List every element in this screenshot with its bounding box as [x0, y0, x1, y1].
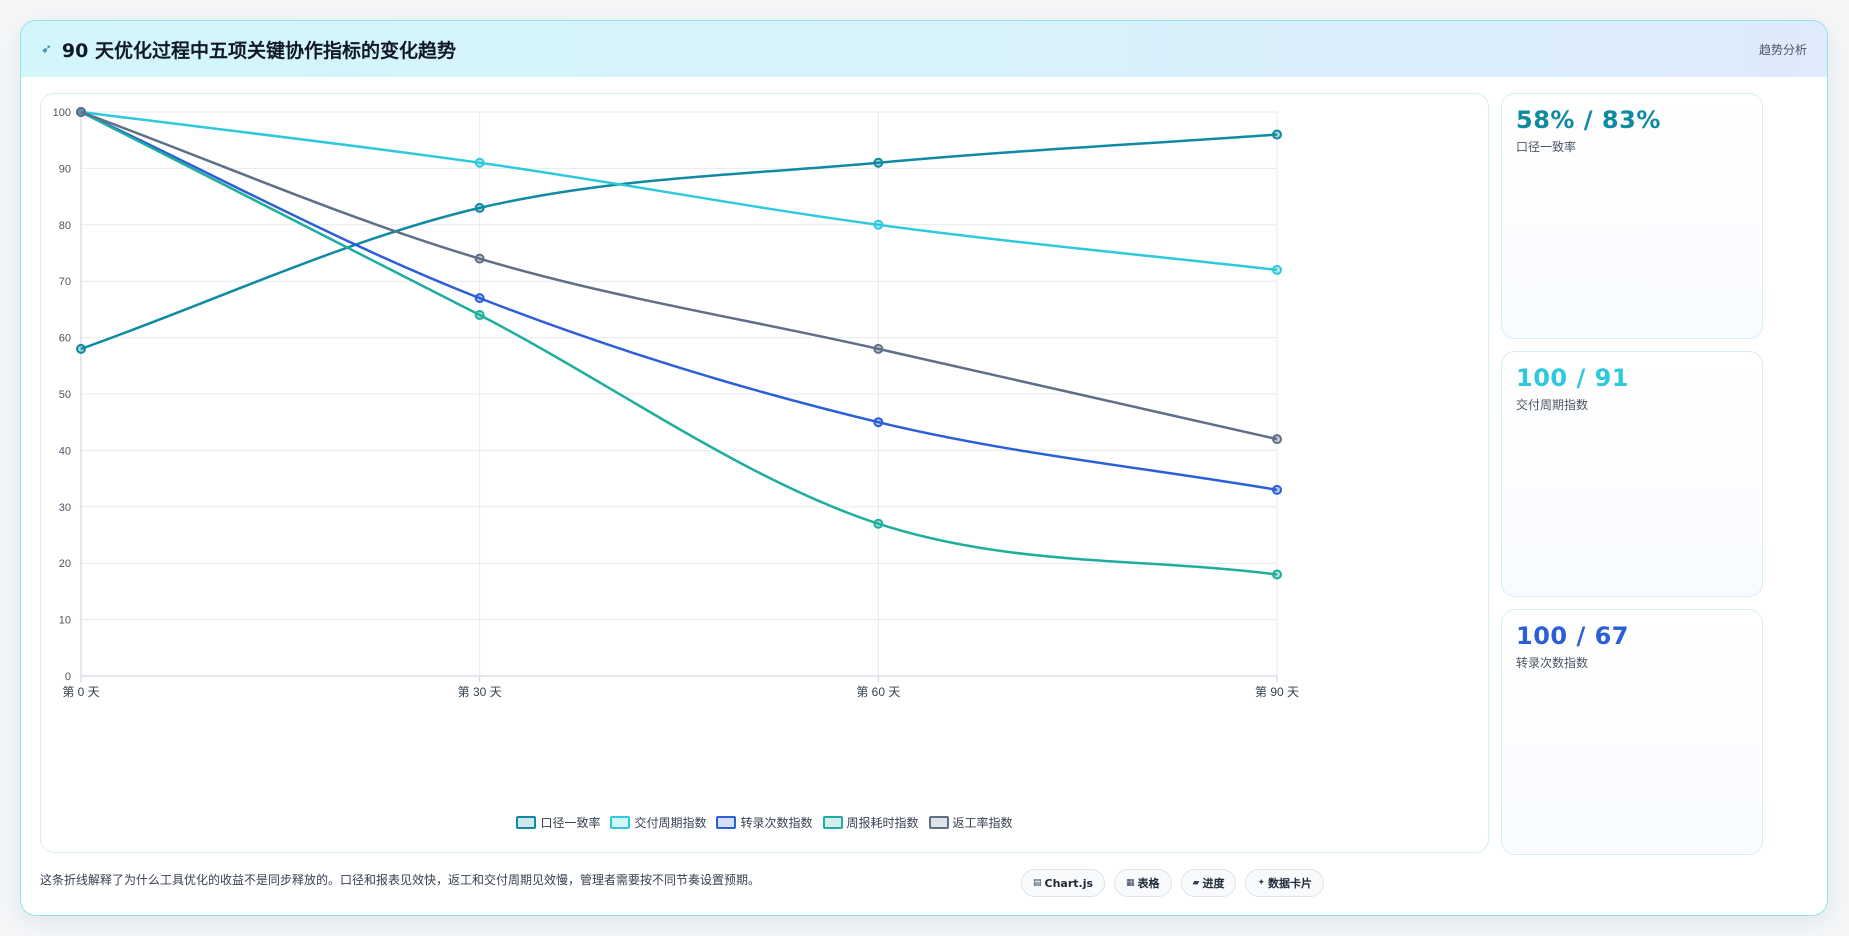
legend-label: 交付周期指数 — [634, 816, 707, 830]
stat-label: 交付周期指数 — [1516, 398, 1589, 412]
legend-swatch — [716, 816, 737, 829]
y-tick-label: 70 — [59, 276, 71, 288]
y-tick-label: 20 — [59, 558, 71, 570]
x-tick-label: 第 30 天 — [458, 685, 502, 699]
stat-label: 口径一致率 — [1516, 140, 1577, 154]
data-point — [1272, 569, 1282, 580]
data-point — [873, 518, 884, 529]
y-tick-label: 80 — [59, 220, 71, 232]
tech-chips: ▤ Chart.js ▦ 表格 ▰ 进度 ✦ 数据卡片 — [1021, 869, 1325, 897]
chart-panel: 0 10 20 30 40 50 60 70 80 90 100 第 0 天 第 30 天 第 60 天 第… — [40, 93, 1489, 853]
x-tick-label: 第 90 天 — [1255, 685, 1299, 699]
series-line-2 — [80, 110, 1278, 492]
y-tick-label: 0 — [65, 671, 71, 683]
chip-label: 表格 — [1137, 877, 1160, 890]
y-tick-label: 10 — [59, 615, 71, 627]
line-chart: 0 10 20 30 40 50 60 70 80 90 100 第 0 天 第 30 天 第 60 天 第… — [53, 107, 1299, 699]
chip-progress[interactable]: ▰ 进度 — [1180, 869, 1237, 897]
data-point — [474, 253, 485, 264]
dashboard-card: ➶ 90 天优化过程中五项关键协作指标的变化趋势 趋势分析 0 10 20 30 40 5… — [20, 20, 1828, 916]
series-line-4 — [80, 110, 1278, 441]
y-tick-label: 100 — [53, 107, 71, 119]
series-line-1 — [80, 110, 1278, 272]
series-line-3 — [80, 110, 1278, 576]
chip-chartjs[interactable]: ▤ Chart.js — [1021, 869, 1106, 897]
footer-note: 这条折线解释了为什么工具优化的收益不是同步释放的。口径和报表见效快，返工和交付周… — [40, 873, 761, 887]
data-point — [1272, 484, 1282, 495]
data-point — [1272, 129, 1282, 140]
data-point — [474, 310, 485, 321]
legend-item[interactable]: 周报耗时指数 — [822, 814, 919, 831]
chip-label: 进度 — [1202, 877, 1225, 890]
card-header: ➶ 90 天优化过程中五项关键协作指标的变化趋势 趋势分析 — [21, 21, 1827, 77]
legend-label: 周报耗时指数 — [846, 816, 919, 830]
stat-label: 转录次数指数 — [1516, 656, 1589, 670]
leaf-icon: ➶ — [41, 41, 52, 57]
data-point — [474, 293, 485, 304]
data-point — [76, 107, 86, 117]
chip-table[interactable]: ▦ 表格 — [1114, 869, 1172, 897]
data-point — [873, 219, 884, 230]
card-icon: ✦ — [1257, 878, 1266, 888]
chart-legend: 口径一致率 交付周期指数 转录次数指数 周报耗时指数 返工率指数 — [41, 814, 1488, 831]
legend-label: 转录次数指数 — [740, 816, 813, 830]
stat-card-consistency: 58% / 83% 口径一致率 — [1501, 93, 1763, 339]
data-point — [1272, 434, 1282, 445]
data-point — [474, 202, 485, 213]
stat-card-transcription: 100 / 67 转录次数指数 — [1501, 609, 1763, 855]
legend-item[interactable]: 返工率指数 — [928, 814, 1013, 831]
data-point — [76, 343, 86, 354]
x-tick-label: 第 60 天 — [856, 685, 900, 699]
y-tick-label: 90 — [59, 163, 71, 175]
data-point — [873, 157, 884, 168]
analysis-tag: 趋势分析 — [1758, 42, 1807, 57]
x-tick-label: 第 0 天 — [62, 685, 99, 699]
data-point — [474, 157, 485, 168]
progress-icon: ▰ — [1192, 878, 1200, 888]
y-tick-label: 60 — [59, 333, 71, 345]
legend-swatch — [928, 816, 949, 829]
chip-label: Chart.js — [1044, 876, 1094, 890]
legend-swatch — [822, 816, 843, 829]
data-point — [1272, 264, 1282, 275]
page-title: 90 天优化过程中五项关键协作指标的变化趋势 — [61, 39, 456, 62]
chip-data-card[interactable]: ✦ 数据卡片 — [1245, 869, 1325, 897]
stat-value: 58% / 83% — [1516, 106, 1661, 134]
stat-card-delivery: 100 / 91 交付周期指数 — [1501, 351, 1763, 597]
y-tick-label: 50 — [59, 389, 71, 401]
legend-label: 返工率指数 — [952, 816, 1013, 830]
y-tick-label: 30 — [59, 502, 71, 514]
legend-item[interactable]: 交付周期指数 — [610, 814, 706, 831]
legend-label: 口径一致率 — [540, 816, 601, 830]
legend-swatch — [516, 816, 537, 829]
chip-label: 数据卡片 — [1268, 877, 1313, 890]
legend-swatch — [610, 816, 631, 829]
y-tick-label: 40 — [59, 445, 71, 457]
legend-item[interactable]: 转录次数指数 — [716, 814, 813, 831]
data-point — [873, 417, 884, 428]
data-point — [873, 343, 884, 354]
legend-item[interactable]: 口径一致率 — [516, 814, 600, 831]
table-icon: ▦ — [1126, 878, 1135, 888]
series-line-0 — [80, 133, 1278, 351]
stat-value: 100 / 91 — [1516, 364, 1629, 392]
chart-icon: ▤ — [1033, 878, 1042, 888]
stat-value: 100 / 67 — [1516, 622, 1629, 650]
